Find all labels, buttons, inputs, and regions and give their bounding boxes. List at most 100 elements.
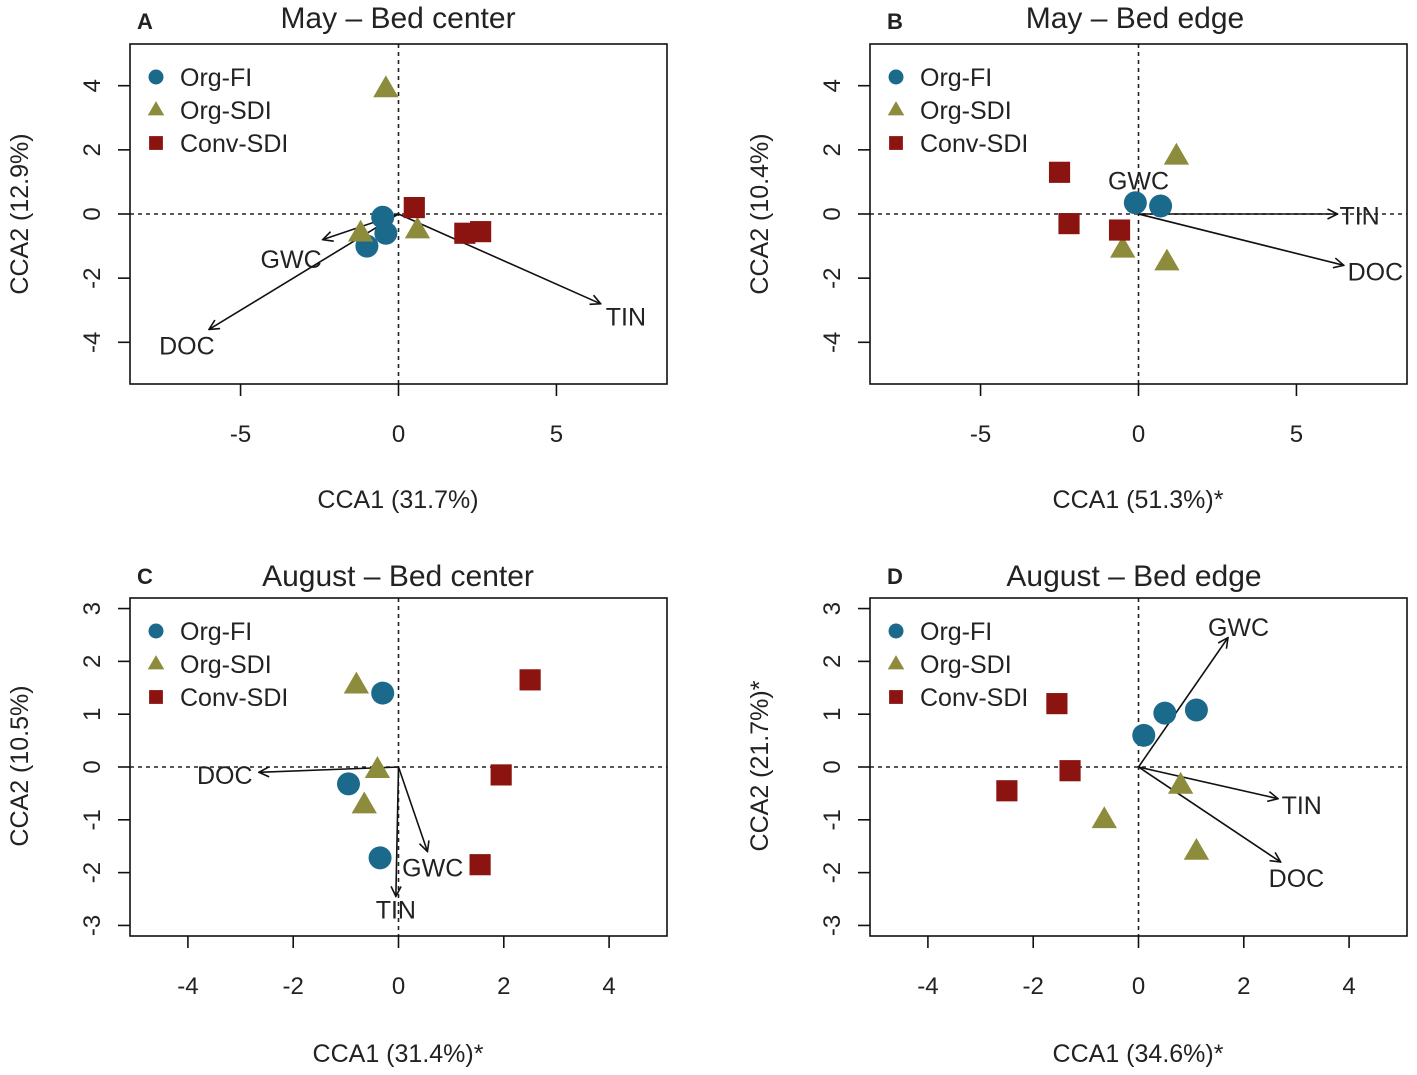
y-tick-label-3: -3 — [819, 915, 846, 936]
point-org-fi-2 — [374, 221, 398, 245]
vector-label-tin: TIN — [376, 897, 416, 925]
y-axis-label: CCA2 (10.4%) — [746, 133, 774, 294]
x-tick-label-4: 4 — [1342, 973, 1355, 1000]
legend-label-org-fi: Org-FI — [920, 618, 992, 646]
x-tick-label-4: -4 — [917, 973, 938, 1000]
legend-marker-org-fi — [148, 623, 164, 639]
legend-marker-conv-sdi — [149, 136, 163, 150]
chart-title: May – Bed edge — [1026, 2, 1244, 35]
x-tick-label-2: -2 — [283, 973, 304, 1000]
x-tick-label-2: 2 — [497, 973, 510, 1000]
vector-label-doc: DOC — [1269, 865, 1325, 893]
vector-label-gwc: GWC — [1208, 614, 1269, 642]
vector-label-gwc: GWC — [261, 246, 322, 274]
y-tick-label-2: 2 — [819, 143, 846, 156]
panel-letter: A — [137, 9, 153, 34]
point-org-fi-2 — [336, 772, 360, 796]
legend-label-conv-sdi: Conv-SDI — [920, 130, 1028, 158]
x-tick-label-5: 5 — [1290, 421, 1303, 448]
legend-label-conv-sdi: Conv-SDI — [180, 130, 288, 158]
y-axis-label: CCA2 (12.9%) — [6, 133, 34, 294]
point-org-sdi-3 — [1183, 837, 1210, 860]
x-tick-label-0: 0 — [392, 421, 405, 448]
y-tick-label-4: 4 — [79, 79, 106, 92]
vector-gwc — [1137, 638, 1229, 768]
vector-doc — [209, 213, 399, 329]
legend-marker-org-sdi — [887, 655, 905, 670]
vector-doc — [1138, 766, 1281, 862]
point-org-sdi-3 — [351, 791, 377, 814]
vector-label-doc: DOC — [197, 762, 253, 790]
y-tick-label-2: -2 — [79, 862, 106, 883]
point-org-sdi-2 — [1110, 235, 1136, 258]
x-tick-label-0: 0 — [1132, 421, 1145, 448]
point-org-sdi-1 — [1167, 771, 1194, 794]
vector-tin — [398, 213, 601, 304]
x-tick-label-4: 4 — [602, 973, 615, 1000]
y-tick-label-4: -4 — [79, 332, 106, 353]
x-axis-label: CCA1 (31.7%) — [317, 486, 478, 514]
point-org-fi-1 — [1132, 723, 1156, 747]
x-tick-label-0: 0 — [1132, 973, 1145, 1000]
x-tick-label-2: -2 — [1023, 973, 1044, 1000]
y-tick-label-0: 0 — [819, 207, 846, 220]
legend-label-org-fi: Org-FI — [180, 618, 252, 646]
legend-marker-conv-sdi — [889, 136, 903, 150]
legend-marker-org-fi — [148, 69, 164, 85]
x-axis-label: CCA1 (31.4%)* — [313, 1040, 484, 1068]
point-conv-sdi-3 — [1108, 219, 1131, 241]
x-tick-label-5: -5 — [230, 421, 251, 448]
legend-label-org-fi: Org-FI — [920, 64, 992, 92]
y-tick-label-1: -1 — [79, 809, 106, 830]
y-tick-label-1: 1 — [819, 708, 846, 721]
point-conv-sdi-1 — [1048, 161, 1071, 183]
legend-marker-conv-sdi — [149, 690, 163, 704]
x-tick-label-0: 0 — [392, 973, 405, 1000]
point-org-fi-1 — [1123, 191, 1147, 215]
panel-b: B May – Bed edge CCA1 (51.3%)* CCA2 (10.… — [746, 2, 1408, 514]
point-conv-sdi-1 — [1046, 693, 1068, 715]
point-conv-sdi-2 — [490, 764, 512, 786]
point-org-fi-3 — [368, 846, 392, 870]
y-tick-label-2: 2 — [79, 655, 106, 668]
y-tick-label-1: -1 — [819, 809, 846, 830]
panel-d: D August – Bed edge CCA1 (34.6%)* CCA2 (… — [746, 560, 1408, 1068]
vector-label-doc: DOC — [159, 333, 215, 361]
x-axis-label: CCA1 (34.6%)* — [1053, 1040, 1224, 1068]
y-tick-label-0: 0 — [79, 207, 106, 220]
legend-marker-conv-sdi — [889, 690, 903, 704]
point-org-sdi-1 — [343, 671, 370, 694]
point-conv-sdi-1 — [519, 669, 541, 691]
point-conv-sdi-2 — [1059, 760, 1081, 782]
y-tick-label-3: 3 — [819, 602, 846, 615]
point-org-sdi-1 — [1163, 142, 1190, 165]
x-tick-label-5: -5 — [970, 421, 991, 448]
y-tick-label-4: -4 — [819, 332, 846, 353]
point-org-fi-3 — [1184, 698, 1208, 722]
y-axis-label: CCA2 (10.5%) — [6, 685, 34, 846]
vector-label-tin: TIN — [1282, 792, 1322, 820]
legend-label-org-sdi: Org-SDI — [920, 651, 1012, 679]
y-tick-label-3: -3 — [79, 915, 106, 936]
point-conv-sdi-3 — [469, 854, 491, 876]
legend-marker-org-sdi — [147, 655, 165, 670]
legend-label-org-sdi: Org-SDI — [180, 651, 272, 679]
y-tick-label-2: 2 — [79, 143, 106, 156]
legend-marker-org-fi — [888, 623, 904, 639]
legend-label-conv-sdi: Conv-SDI — [180, 684, 288, 712]
y-tick-label-4: 4 — [819, 79, 846, 92]
y-tick-label-0: 0 — [819, 760, 846, 773]
y-tick-label-0: 0 — [79, 760, 106, 773]
panel-letter: D — [887, 564, 903, 589]
point-org-sdi-2 — [347, 219, 374, 242]
legend-label-org-fi: Org-FI — [180, 64, 252, 92]
vector-doc — [1138, 213, 1344, 265]
point-conv-sdi-2 — [1058, 213, 1080, 235]
panel-a: A May – Bed center CCA1 (31.7%) CCA2 (12… — [6, 2, 668, 514]
panel-letter: C — [137, 564, 153, 589]
chart-title: August – Bed center — [262, 560, 534, 593]
x-tick-label-4: -4 — [177, 973, 198, 1000]
y-tick-label-2: -2 — [819, 267, 846, 288]
legend-label-org-sdi: Org-SDI — [920, 97, 1012, 125]
